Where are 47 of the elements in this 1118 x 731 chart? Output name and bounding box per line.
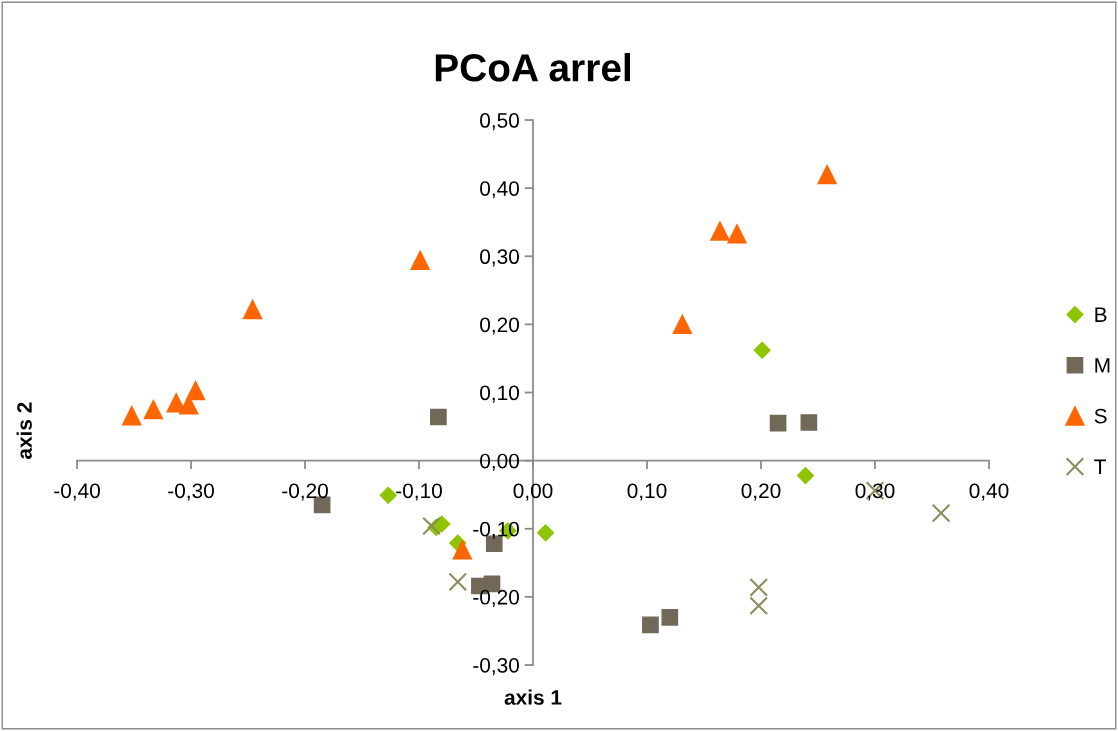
point (143, 399, 164, 420)
y-tick-label: 0,00 (480, 453, 519, 471)
point (452, 540, 473, 560)
point (769, 414, 787, 432)
y-tick-label: 0,40 (480, 181, 519, 199)
point (672, 314, 693, 335)
y-tick-label: -0,30 (473, 657, 519, 676)
point (430, 408, 447, 426)
legend-label: T (1094, 459, 1106, 474)
x-tick-label: -0,10 (396, 483, 442, 501)
point (727, 224, 747, 244)
point (749, 596, 769, 616)
point (753, 341, 771, 359)
x-axis-title: axis 1 (504, 689, 562, 705)
point (817, 164, 837, 185)
point (710, 221, 730, 241)
legend-label: B (1095, 307, 1107, 322)
y-tick-label: 0,50 (480, 113, 519, 131)
point (642, 616, 659, 634)
point (122, 405, 142, 426)
point (931, 503, 951, 523)
x-tick-label: 0,00 (513, 483, 553, 501)
point (242, 299, 263, 320)
point (800, 414, 818, 431)
point (379, 486, 397, 504)
y-tick-label: 0,20 (480, 317, 519, 335)
x-tick-label: -0,20 (282, 483, 328, 501)
x-tick-label: 0,20 (741, 483, 781, 501)
legend-label: M (1095, 358, 1110, 373)
point (185, 380, 206, 401)
y-tick-label: -0,20 (473, 589, 519, 608)
point (749, 577, 769, 597)
point (661, 608, 679, 626)
point (796, 467, 815, 485)
x-tick-label: 0,10 (627, 483, 667, 501)
point (422, 516, 441, 536)
x-tick-label: -0,30 (168, 483, 214, 501)
point (410, 250, 430, 271)
point (536, 524, 555, 542)
y-tick-label: 0,10 (480, 385, 519, 403)
y-tick-label: 0,30 (480, 249, 519, 267)
x-tick-label: 0,40 (969, 483, 1009, 501)
point (448, 572, 468, 592)
y-axis-title: axis 2 (16, 402, 32, 459)
chart-title: PCoA arrel (435, 52, 631, 82)
legend-label: S (1094, 408, 1107, 424)
x-tick-label: -0,40 (54, 483, 100, 501)
